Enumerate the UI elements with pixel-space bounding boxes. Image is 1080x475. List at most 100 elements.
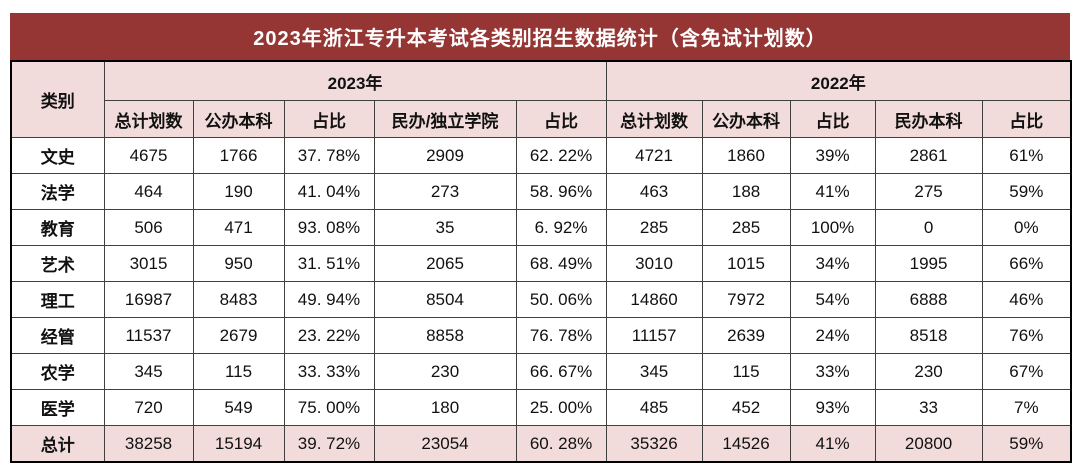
data-cell: 41% [789,425,876,463]
data-cell: 46% [981,281,1072,318]
data-cell: 2861 [874,137,983,174]
data-cell: 20800 [874,425,983,463]
data-cell: 59% [981,425,1072,463]
data-cell: 345 [605,353,703,390]
data-cell: 720 [103,389,194,426]
row-category-label: 经管 [10,317,105,354]
sub-column-header: 民办本科 [874,100,983,138]
data-cell: 58. 96% [515,173,607,210]
data-cell: 33 [874,389,983,426]
data-cell: 11537 [103,317,194,354]
data-cell: 76. 78% [515,317,607,354]
sub-column-header: 占比 [981,100,1072,138]
data-cell: 41% [789,173,876,210]
row-category-label: 农学 [10,353,105,390]
data-cell: 16987 [103,281,194,318]
table-title: 2023年浙江专升本考试各类别招生数据统计（含免试计划数） [10,13,1070,60]
data-cell: 61% [981,137,1072,174]
sub-column-header: 公办本科 [701,100,791,138]
table-row: 法学 464 190 41. 04% 273 58. 96% 463 188 41% 275 59% [10,173,1072,210]
data-cell: 506 [103,209,194,246]
data-cell: 41. 04% [283,173,375,210]
total-row: 总计 38258 15194 39. 72% 23054 60. 28% 35326 1452… [10,425,1072,463]
data-cell: 275 [874,173,983,210]
table-row: 经管 11537 2679 23. 22% 8858 76. 78% 11157 2639 24… [10,317,1072,354]
table-row: 医学 720 549 75. 00% 180 25. 00% 485 452 93% 33 7% [10,389,1072,426]
data-cell: 2065 [373,245,517,282]
data-cell: 35326 [605,425,703,463]
data-cell: 1860 [701,137,791,174]
row-category-label: 教育 [10,209,105,246]
statistics-table-container: 2023年浙江专升本考试各类别招生数据统计（含免试计划数） 类别 2023年 202… [10,13,1073,463]
sub-column-header: 总计划数 [605,100,703,138]
data-cell: 0% [981,209,1072,246]
row-category-label: 总计 [10,425,105,463]
header-group-row: 类别 2023年 2022年 [10,60,1072,138]
data-cell: 0 [874,209,983,246]
data-cell: 38258 [103,425,194,463]
data-cell: 950 [192,245,285,282]
data-cell: 3015 [103,245,194,282]
sub-column-header: 占比 [789,100,876,138]
data-cell: 273 [373,173,517,210]
sub-column-header: 占比 [283,100,375,138]
table-row: 艺术 3015 950 31. 51% 2065 68. 49% 3010 1015 34% 19… [10,245,1072,282]
data-cell: 60. 28% [515,425,607,463]
data-cell: 8858 [373,317,517,354]
data-cell: 7% [981,389,1072,426]
sub-column-header: 总计划数 [103,100,194,138]
data-cell: 230 [874,353,983,390]
header-sub-row: 总计划数 公办本科 占比 民办/独立学院 占比 总计划数 公办本科 占比 民办本科 占比 [11,100,1072,138]
data-cell: 188 [701,173,791,210]
data-cell: 23. 22% [283,317,375,354]
data-cell: 50. 06% [515,281,607,318]
data-cell: 14526 [701,425,791,463]
data-cell: 39. 72% [283,425,375,463]
data-cell: 33. 33% [283,353,375,390]
data-cell: 100% [789,209,876,246]
data-cell: 8504 [373,281,517,318]
data-cell: 115 [701,353,791,390]
data-cell: 93. 08% [283,209,375,246]
data-cell: 7972 [701,281,791,318]
sub-column-header: 公办本科 [192,100,285,138]
data-cell: 463 [605,173,703,210]
data-cell: 345 [103,353,194,390]
data-cell: 285 [701,209,791,246]
data-cell: 115 [192,353,285,390]
data-cell: 190 [192,173,285,210]
data-cell: 23054 [373,425,517,463]
data-cell: 66. 67% [515,353,607,390]
row-category-label: 艺术 [10,245,105,282]
data-cell: 6888 [874,281,983,318]
year-group-header: 2023年 [103,60,607,101]
data-cell: 3010 [605,245,703,282]
data-cell: 230 [373,353,517,390]
data-cell: 1015 [701,245,791,282]
table-row: 教育 506 471 93. 08% 35 6. 92% 285 285 100% 0 0% [10,209,1072,246]
row-category-label: 文史 [10,137,105,174]
data-cell: 8518 [874,317,983,354]
data-cell: 15194 [192,425,285,463]
data-cell: 62. 22% [515,137,607,174]
data-cell: 464 [103,173,194,210]
table-row: 文史 4675 1766 37. 78% 2909 62. 22% 4721 1860 39% 2… [10,137,1072,174]
data-cell: 180 [373,389,517,426]
data-cell: 59% [981,173,1072,210]
data-cell: 549 [192,389,285,426]
data-cell: 1766 [192,137,285,174]
row-category-label: 医学 [10,389,105,426]
data-cell: 14860 [605,281,703,318]
data-cell: 66% [981,245,1072,282]
data-cell: 68. 49% [515,245,607,282]
sub-column-header: 占比 [515,100,607,138]
data-cell: 24% [789,317,876,354]
data-cell: 285 [605,209,703,246]
category-column-header: 类别 [10,60,105,138]
data-cell: 25. 00% [515,389,607,426]
table-row: 理工 16987 8483 49. 94% 8504 50. 06% 14860 7972 54… [10,281,1072,318]
data-cell: 67% [981,353,1072,390]
data-cell: 35 [373,209,517,246]
data-cell: 471 [192,209,285,246]
